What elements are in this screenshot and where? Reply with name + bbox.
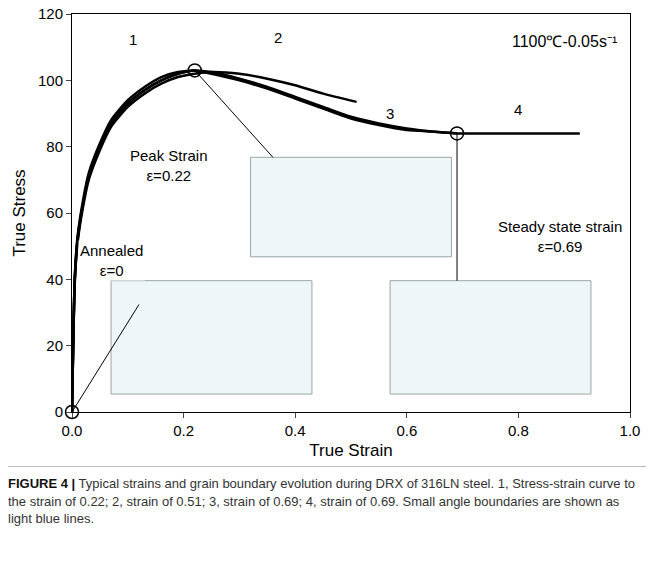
svg-text:Steady state strainε=0.69: Steady state strainε=0.69 xyxy=(498,218,622,255)
svg-text:0.2: 0.2 xyxy=(173,422,194,439)
svg-text:3: 3 xyxy=(386,105,394,122)
svg-text:1.0: 1.0 xyxy=(620,422,641,439)
svg-text:True Stress: True Stress xyxy=(10,169,29,256)
svg-text:Peak Strainε=0.22: Peak Strainε=0.22 xyxy=(130,147,208,184)
svg-text:True Strain: True Strain xyxy=(309,441,392,460)
svg-text:Annealedε=0: Annealedε=0 xyxy=(80,242,143,279)
svg-text:80: 80 xyxy=(46,138,63,155)
svg-text:20: 20 xyxy=(46,337,63,354)
svg-text:0: 0 xyxy=(55,403,63,420)
svg-text:0.8: 0.8 xyxy=(508,422,529,439)
svg-text:0.6: 0.6 xyxy=(396,422,417,439)
svg-text:0.0: 0.0 xyxy=(62,422,83,439)
svg-text:100: 100 xyxy=(38,72,63,89)
svg-text:2: 2 xyxy=(274,29,282,46)
svg-text:40: 40 xyxy=(46,271,63,288)
html-text:FIGURE 4 | Typical strains and: FIGURE 4 | Typical strains and grain bou… xyxy=(8,476,635,527)
svg-text:60: 60 xyxy=(46,204,63,221)
svg-text:0.4: 0.4 xyxy=(285,422,306,439)
svg-text:1: 1 xyxy=(129,31,137,48)
svg-text:4: 4 xyxy=(514,101,522,118)
svg-text:1100℃-0.05s⁻¹: 1100℃-0.05s⁻¹ xyxy=(512,33,617,50)
svg-text:120: 120 xyxy=(38,5,63,22)
